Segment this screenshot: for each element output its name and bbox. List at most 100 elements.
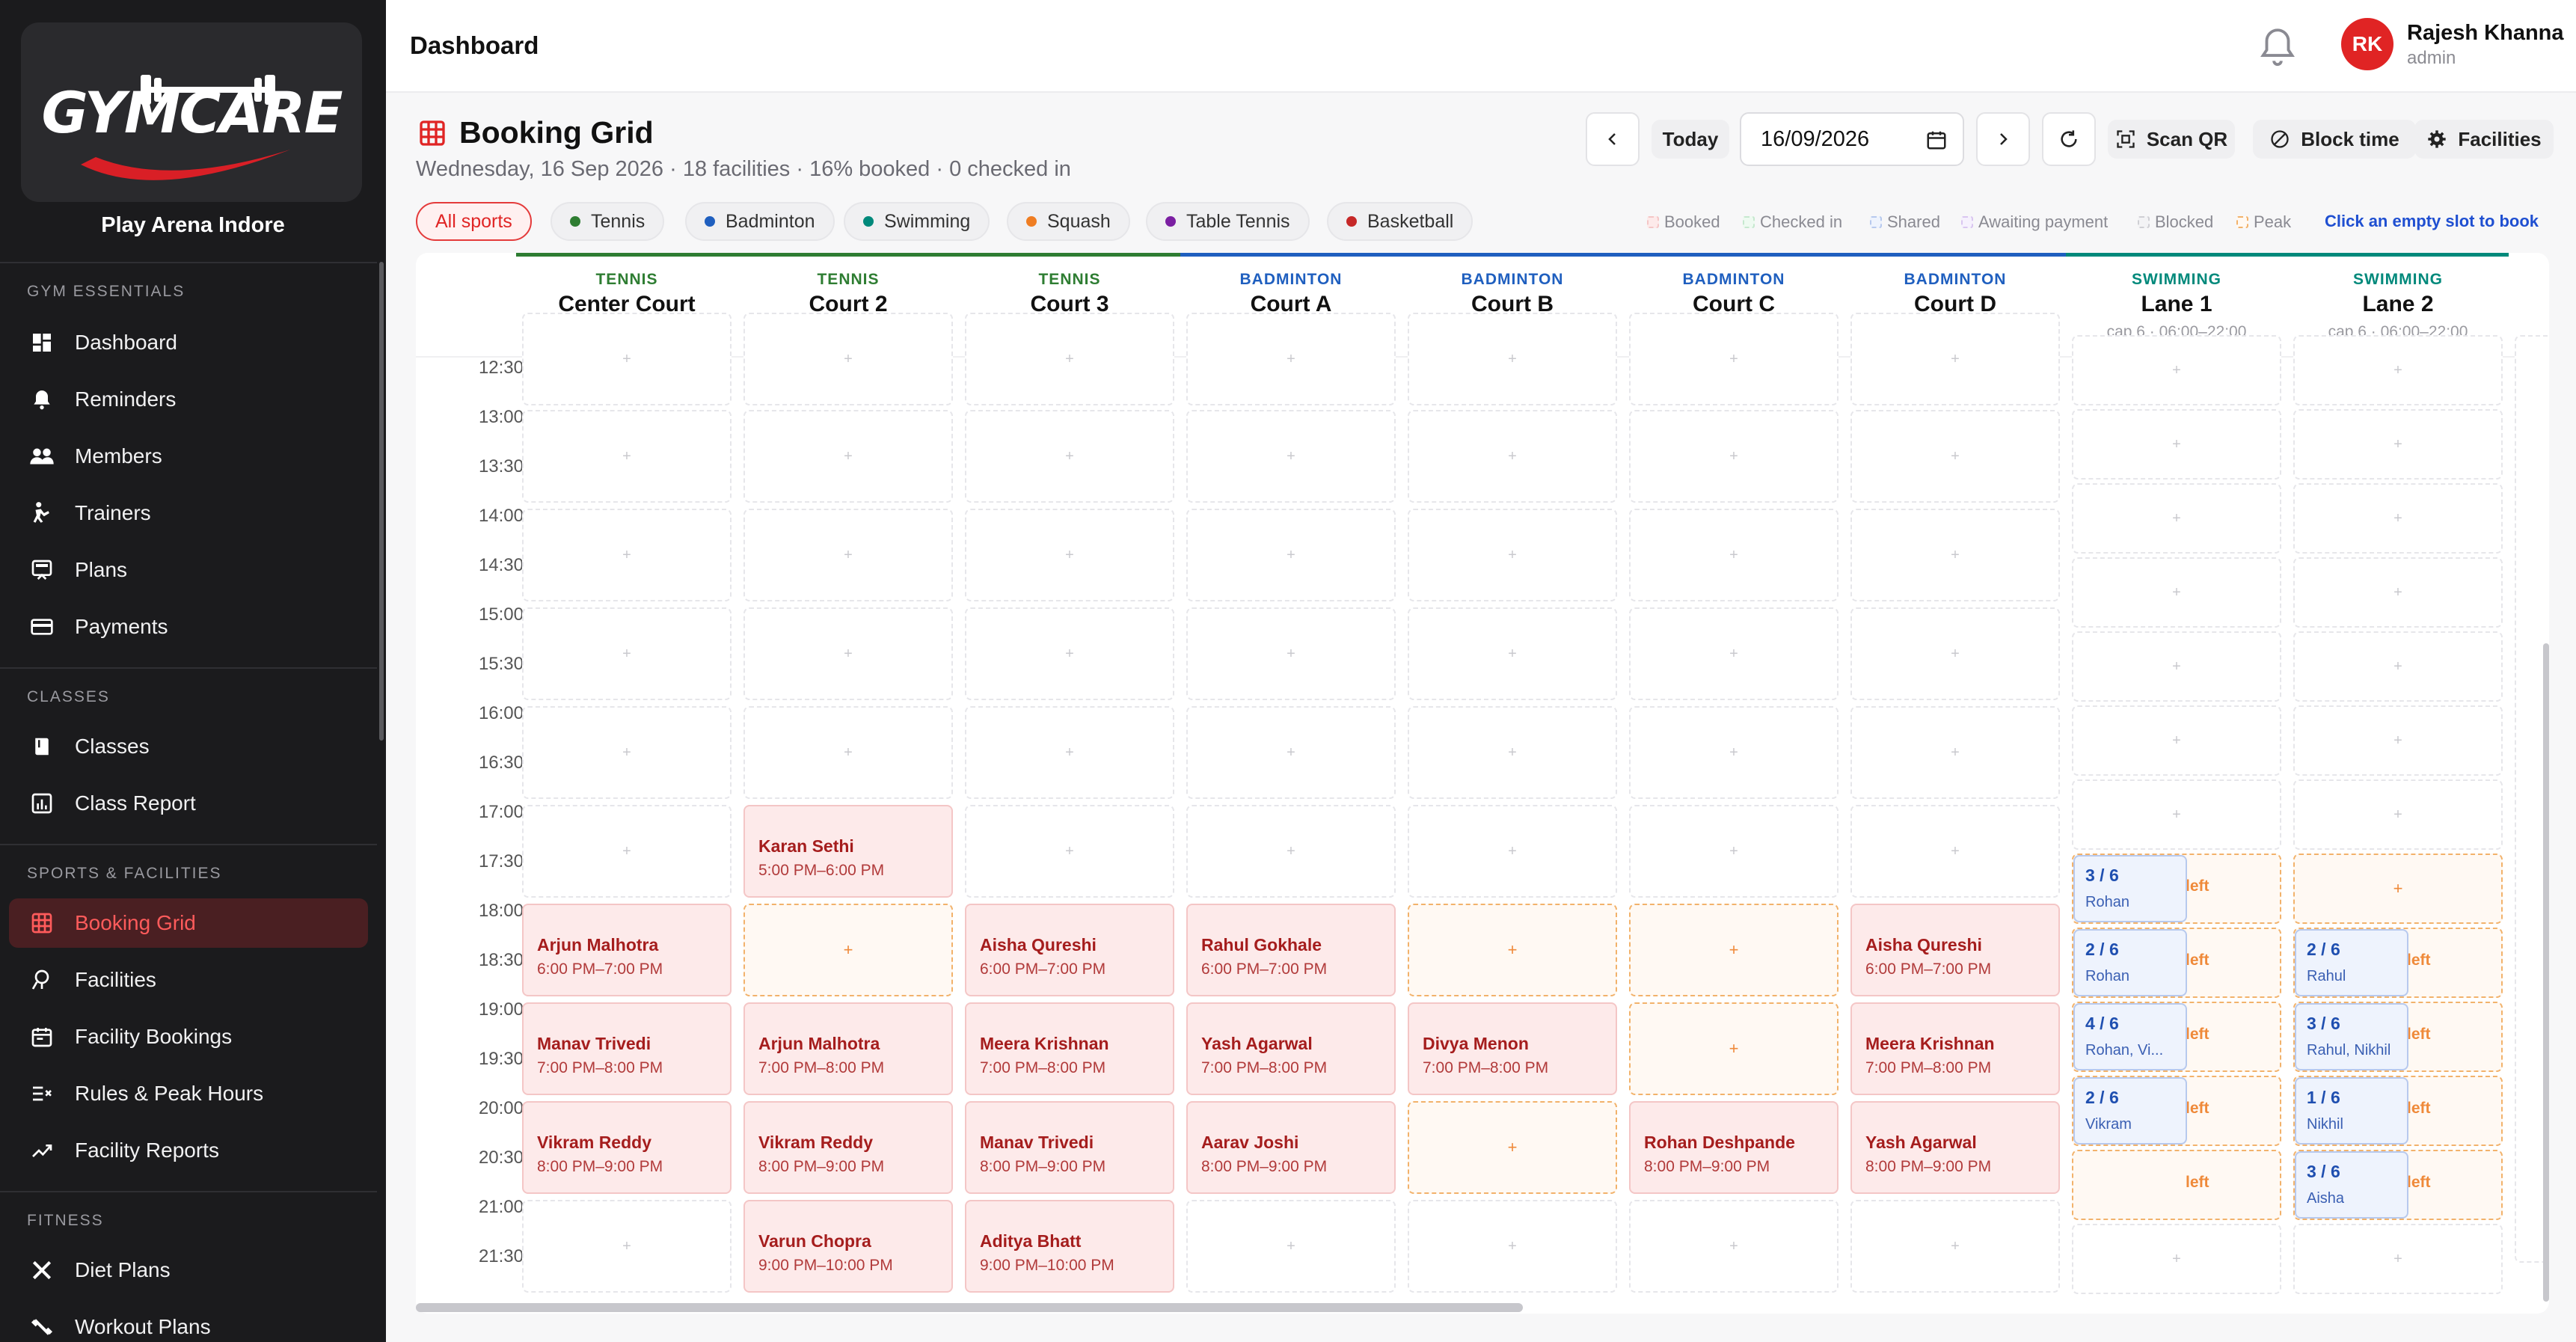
empty-swim-slot[interactable]: +: [2293, 335, 2503, 405]
empty-slot[interactable]: +: [743, 706, 953, 799]
empty-slot[interactable]: +: [1408, 410, 1617, 503]
empty-swim-slot[interactable]: +: [2293, 1224, 2503, 1294]
booked-slot[interactable]: Manav Trivedi 8:00 PM–9:00 PM: [965, 1101, 1174, 1194]
peak-swim-slot[interactable]: +: [2293, 854, 2503, 924]
peak-empty-slot[interactable]: +: [1629, 1002, 1839, 1095]
empty-slot[interactable]: +: [522, 313, 732, 405]
empty-slot[interactable]: +: [1629, 607, 1839, 700]
empty-slot[interactable]: +: [1850, 706, 2060, 799]
shared-booking-card[interactable]: 3 / 6 Rohan: [2073, 855, 2187, 922]
sidebar-item-facility-bookings[interactable]: Facility Bookings: [9, 1012, 368, 1061]
empty-swim-slot[interactable]: +: [2293, 557, 2503, 628]
empty-slot[interactable]: +: [1850, 509, 2060, 601]
empty-slot[interactable]: +: [1850, 607, 2060, 700]
sidebar-item-diet-plans[interactable]: Diet Plans: [9, 1246, 368, 1295]
shared-booking-card[interactable]: 2 / 6 Rohan: [2073, 929, 2187, 996]
empty-slot[interactable]: +: [743, 410, 953, 503]
booked-slot[interactable]: Vikram Reddy 8:00 PM–9:00 PM: [743, 1101, 953, 1194]
empty-swim-slot[interactable]: +: [2293, 483, 2503, 554]
empty-slot[interactable]: +: [522, 706, 732, 799]
empty-swim-slot[interactable]: +: [2293, 779, 2503, 850]
empty-slot[interactable]: +: [1629, 313, 1839, 405]
empty-slot[interactable]: +: [1186, 607, 1396, 700]
empty-slot[interactable]: +: [1629, 706, 1839, 799]
empty-slot[interactable]: +: [1850, 805, 2060, 898]
empty-slot[interactable]: +: [1850, 1200, 2060, 1293]
empty-slot[interactable]: +: [1629, 805, 1839, 898]
peak-empty-slot[interactable]: +: [1408, 904, 1617, 996]
sidebar-scrollbar[interactable]: [379, 262, 384, 741]
booked-slot[interactable]: Aditya Bhatt 9:00 PM–10:00 PM: [965, 1200, 1174, 1293]
filter-chip-table-tennis[interactable]: Table Tennis: [1146, 202, 1310, 241]
shared-booking-card[interactable]: 3 / 6 Aisha: [2295, 1151, 2408, 1219]
empty-slot[interactable]: +: [522, 1200, 732, 1293]
logo[interactable]: GYMCARE: [21, 22, 362, 202]
sidebar-item-trainers[interactable]: Trainers: [9, 488, 368, 538]
empty-slot[interactable]: +: [965, 313, 1174, 405]
sidebar-item-rules-peak-hours[interactable]: Rules & Peak Hours: [9, 1069, 368, 1118]
empty-slot[interactable]: +: [743, 607, 953, 700]
filter-chip-all-sports[interactable]: All sports: [416, 202, 532, 241]
empty-slot[interactable]: +: [743, 313, 953, 405]
sidebar-item-classes[interactable]: Classes: [9, 722, 368, 771]
filter-chip-basketball[interactable]: Basketball: [1327, 202, 1473, 241]
facilities-button[interactable]: Facilities: [2414, 120, 2554, 159]
empty-slot[interactable]: +: [965, 410, 1174, 503]
empty-swim-slot[interactable]: +: [2072, 335, 2281, 405]
empty-slot[interactable]: +: [965, 509, 1174, 601]
empty-slot[interactable]: +: [1408, 313, 1617, 405]
block-time-button[interactable]: Block time: [2253, 120, 2416, 159]
empty-slot[interactable]: +: [1850, 313, 2060, 405]
empty-slot[interactable]: +: [1186, 805, 1396, 898]
booked-slot[interactable]: Meera Krishnan 7:00 PM–8:00 PM: [965, 1002, 1174, 1095]
empty-swim-slot[interactable]: +: [2072, 705, 2281, 776]
refresh-button[interactable]: [2042, 112, 2096, 166]
filter-chip-badminton[interactable]: Badminton: [685, 202, 835, 241]
sidebar-item-members[interactable]: Members: [9, 432, 368, 481]
empty-swim-slot[interactable]: +: [2072, 409, 2281, 479]
empty-slot[interactable]: +: [1186, 1200, 1396, 1293]
empty-slot[interactable]: +: [1629, 509, 1839, 601]
booked-slot[interactable]: Manav Trivedi 7:00 PM–8:00 PM: [522, 1002, 732, 1095]
empty-slot[interactable]: +: [522, 509, 732, 601]
empty-slot[interactable]: +: [1408, 805, 1617, 898]
notification-bell-icon[interactable]: [2256, 24, 2299, 73]
peak-swim-slot[interactable]: left: [2072, 1150, 2281, 1220]
empty-swim-slot[interactable]: +: [2072, 483, 2281, 554]
prev-day-button[interactable]: [1586, 112, 1640, 166]
vertical-scrollbar[interactable]: [2543, 643, 2549, 1302]
today-button[interactable]: Today: [1652, 120, 1729, 159]
empty-swim-slot[interactable]: +: [2072, 631, 2281, 702]
shared-booking-card[interactable]: 4 / 6 Rohan, Vi...: [2073, 1003, 2187, 1070]
booked-slot[interactable]: Yash Agarwal 7:00 PM–8:00 PM: [1186, 1002, 1396, 1095]
sidebar-item-payments[interactable]: Payments: [9, 602, 368, 652]
sidebar-item-booking-grid[interactable]: Booking Grid: [9, 898, 368, 948]
horizontal-scrollbar[interactable]: [416, 1303, 1523, 1312]
empty-slot[interactable]: +: [1186, 509, 1396, 601]
booked-slot[interactable]: Arjun Malhotra 6:00 PM–7:00 PM: [522, 904, 732, 996]
shared-booking-card[interactable]: 3 / 6 Rahul, Nikhil: [2295, 1003, 2408, 1070]
booked-slot[interactable]: Rahul Gokhale 6:00 PM–7:00 PM: [1186, 904, 1396, 996]
empty-slot[interactable]: +: [1408, 1200, 1617, 1293]
booked-slot[interactable]: Vikram Reddy 8:00 PM–9:00 PM: [522, 1101, 732, 1194]
empty-slot[interactable]: +: [522, 805, 732, 898]
peak-empty-slot[interactable]: +: [1629, 904, 1839, 996]
sidebar-item-reminders[interactable]: Reminders: [9, 375, 368, 424]
booked-slot[interactable]: Meera Krishnan 7:00 PM–8:00 PM: [1850, 1002, 2060, 1095]
booked-slot[interactable]: Aisha Qureshi 6:00 PM–7:00 PM: [1850, 904, 2060, 996]
peak-empty-slot[interactable]: +: [1408, 1101, 1617, 1194]
sidebar-item-class-report[interactable]: Class Report: [9, 779, 368, 828]
empty-slot[interactable]: +: [522, 410, 732, 503]
empty-slot[interactable]: +: [1408, 607, 1617, 700]
booked-slot[interactable]: Aisha Qureshi 6:00 PM–7:00 PM: [965, 904, 1174, 996]
empty-swim-slot[interactable]: +: [2072, 557, 2281, 628]
empty-slot[interactable]: +: [1629, 1200, 1839, 1293]
shared-booking-card[interactable]: 2 / 6 Vikram: [2073, 1077, 2187, 1145]
sidebar-item-facility-reports[interactable]: Facility Reports: [9, 1126, 368, 1175]
next-day-button[interactable]: [1976, 112, 2030, 166]
empty-swim-slot[interactable]: +: [2293, 631, 2503, 702]
sidebar-item-plans[interactable]: Plans: [9, 545, 368, 595]
empty-slot[interactable]: +: [1186, 313, 1396, 405]
booked-slot[interactable]: Karan Sethi 5:00 PM–6:00 PM: [743, 805, 953, 898]
scan-qr-button[interactable]: Scan QR: [2108, 120, 2235, 159]
